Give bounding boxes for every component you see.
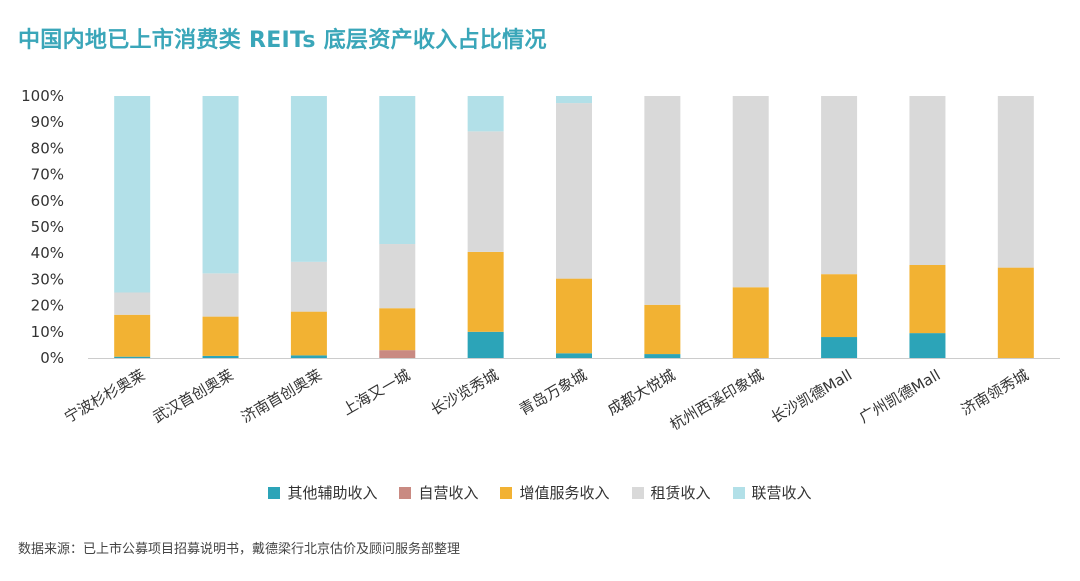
data-source-note: 数据来源：已上市公募项目招募说明书，戴德梁行北京估价及顾问服务部整理 — [18, 542, 461, 557]
bar-segment — [644, 96, 681, 305]
chart-title: 中国内地已上市消费类 REITs 底层资产收入占比情况 — [18, 28, 547, 53]
y-tick-label: 100% — [21, 87, 64, 105]
bar-segment — [379, 244, 416, 309]
bar-segment — [997, 96, 1034, 268]
x-category-label: 武汉首创奥莱 — [150, 366, 237, 427]
bar-segment — [821, 337, 858, 358]
bar-segment — [556, 103, 592, 279]
bar-segment — [909, 96, 946, 265]
legend-item: 租赁收入 — [631, 482, 711, 503]
y-tick-label: 90% — [31, 113, 64, 131]
y-axis: 0% 10% 20% 30% 40% 50% 60% 70% 80% 90% 100% — [21, 87, 1060, 367]
bar-segment — [202, 316, 239, 356]
x-category-label: 上海又一城 — [339, 366, 413, 419]
bar-segment — [467, 331, 504, 358]
bar-segment — [114, 356, 151, 358]
x-category-label: 宁波杉杉奥莱 — [61, 366, 148, 427]
bar-segment — [909, 264, 946, 334]
bar-segment — [556, 278, 592, 354]
bar-segment — [114, 96, 151, 293]
legend-swatch — [631, 486, 644, 499]
legend-label: 租赁收入 — [650, 484, 711, 502]
bar-segment — [202, 355, 239, 358]
bar-segment — [909, 333, 946, 358]
legend-item: 增值服务收入 — [500, 482, 610, 503]
legend-swatch — [732, 486, 745, 499]
y-tick-label: 20% — [31, 297, 64, 315]
bar-segment — [290, 96, 327, 262]
y-tick-label: 80% — [31, 139, 64, 157]
bar-segment — [732, 96, 769, 288]
bar-segment — [467, 96, 504, 132]
bar-segment — [821, 274, 858, 338]
x-category-label: 长沙览秀城 — [428, 366, 502, 419]
legend-label: 自营收入 — [418, 484, 479, 502]
bar-segment — [202, 273, 239, 317]
legend-label: 联营收入 — [751, 484, 812, 502]
y-tick-label: 40% — [31, 244, 64, 262]
bar-segment — [379, 350, 416, 358]
legend-item: 联营收入 — [732, 482, 812, 503]
x-category-label: 济南首创奥莱 — [238, 366, 325, 427]
bar-segment — [114, 314, 151, 357]
bar-segment — [732, 287, 769, 358]
bar-segment — [467, 251, 504, 332]
bar-segment — [290, 261, 327, 312]
x-category-label: 济南领秀城 — [958, 366, 1032, 419]
stacked-bar-chart: 0% 10% 20% 30% 40% 50% 60% 70% 80% 90% 100% 宁波杉杉奥莱… — [21, 87, 1060, 434]
bar-segment — [821, 96, 858, 275]
legend-swatch — [268, 486, 281, 499]
y-tick-label: 10% — [31, 323, 64, 341]
legend-swatch — [399, 486, 412, 499]
bars — [114, 96, 1034, 358]
x-category-label: 长沙凯德Mall — [768, 366, 855, 427]
bar-segment — [379, 96, 416, 245]
y-tick-label: 70% — [31, 166, 64, 184]
legend: 其他辅助收入 自营收入 增值服务收入 租赁收入 联营收入 — [0, 482, 1080, 503]
bar-segment — [556, 353, 592, 358]
legend-label: 增值服务收入 — [519, 484, 610, 502]
bar-segment — [202, 96, 239, 274]
bar-segment — [644, 354, 681, 358]
bar-segment — [997, 267, 1034, 358]
x-category-label: 广州凯德Mall — [856, 366, 943, 427]
legend-item: 其他辅助收入 — [268, 482, 377, 503]
x-category-label: 成都大悦城 — [604, 366, 678, 419]
x-category-label: 杭州西溪印象城 — [667, 366, 767, 434]
bar-segment — [556, 96, 592, 104]
y-tick-label: 0% — [40, 349, 64, 367]
legend-label: 其他辅助收入 — [287, 484, 378, 502]
bar-segment — [467, 131, 504, 252]
bar-segment — [290, 311, 327, 356]
x-category-label: 青岛万象城 — [516, 366, 590, 419]
bar-segment — [379, 308, 416, 351]
y-tick-label: 60% — [31, 192, 64, 210]
bar-segment — [290, 355, 327, 358]
bar-segment — [644, 304, 681, 355]
legend-swatch — [500, 486, 513, 499]
y-tick-label: 30% — [31, 270, 64, 288]
x-axis: 宁波杉杉奥莱 武汉首创奥莱 济南首创奥莱 上海又一城 长沙览秀城 青岛万象城 成都大悦城杭州… — [61, 366, 1032, 434]
bar-segment — [114, 292, 151, 315]
y-tick-label: 50% — [31, 218, 64, 236]
legend-item: 自营收入 — [399, 482, 478, 503]
